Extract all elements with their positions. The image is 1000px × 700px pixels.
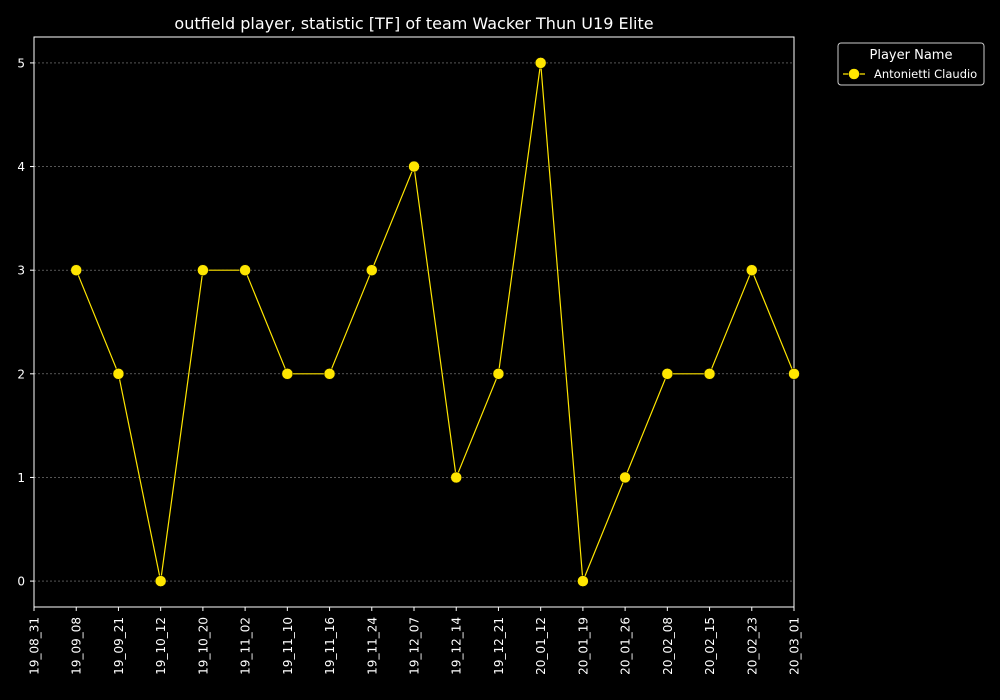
x-tick-label: 20_01_26 — [619, 617, 633, 675]
data-point — [788, 368, 800, 380]
x-tick-label: 20_02_15 — [703, 617, 717, 675]
data-point — [450, 471, 462, 484]
y-tick-label: 5 — [17, 56, 25, 70]
x-tick-label: 19_11_02 — [239, 617, 253, 675]
grid-lines — [34, 62, 794, 582]
data-point — [577, 575, 589, 587]
data-point — [492, 368, 505, 380]
x-tick-label: 20_01_12 — [534, 617, 548, 675]
y-tick-label: 0 — [17, 575, 25, 589]
x-tick-label: 19_12_07 — [408, 617, 422, 675]
data-point — [154, 575, 167, 587]
legend-entry-label: Antonietti Claudio — [874, 67, 977, 81]
data-point — [323, 368, 336, 380]
data-point — [281, 368, 294, 380]
x-tick-label: 19_09_21 — [112, 617, 126, 675]
data-point — [112, 368, 125, 380]
data-point — [746, 264, 758, 276]
x-tick-label: 20_02_08 — [661, 617, 675, 675]
y-tick-label: 2 — [17, 367, 25, 381]
data-point — [239, 264, 251, 276]
series-line — [75, 62, 795, 582]
x-tick-label: 19_08_31 — [28, 617, 42, 675]
legend: Player Name Antonietti Claudio — [837, 42, 985, 86]
y-tick-label: 1 — [17, 471, 25, 485]
x-tick-label: 19_11_10 — [281, 617, 295, 675]
data-point — [703, 368, 716, 380]
x-tick-label: 19_12_21 — [492, 617, 506, 675]
x-tick-label: 20_01_19 — [576, 617, 590, 675]
legend-title: Player Name — [870, 48, 953, 63]
x-tick-label: 19_12_14 — [450, 617, 464, 675]
data-point — [408, 160, 420, 173]
y-tick-label: 4 — [17, 160, 25, 174]
chart-title: outfield player, statistic [TF] of team … — [174, 14, 653, 33]
data-point — [197, 264, 209, 276]
data-point — [366, 264, 378, 276]
data-point — [534, 57, 547, 69]
data-point — [619, 471, 631, 484]
x-tick-label: 19_11_24 — [365, 617, 379, 675]
data-point — [661, 368, 674, 380]
legend-box — [837, 42, 985, 86]
x-tick-label: 19_10_12 — [154, 617, 168, 675]
x-tick-label: 20_02_23 — [745, 617, 759, 675]
legend-marker-sample — [848, 68, 860, 80]
x-tick-label: 20_03_01 — [788, 617, 802, 675]
y-tick-label: 3 — [17, 264, 25, 278]
axes: 0 1 2 3 4 5 19_08_31 19_09_08 19_09_21 19_10_12 19… — [17, 56, 801, 674]
series-layer — [70, 57, 800, 587]
data-point — [70, 264, 82, 276]
x-tick-label: 19_11_16 — [323, 617, 337, 675]
x-tick-label: 19_10_20 — [196, 617, 210, 675]
x-tick-label: 19_09_08 — [70, 617, 84, 675]
